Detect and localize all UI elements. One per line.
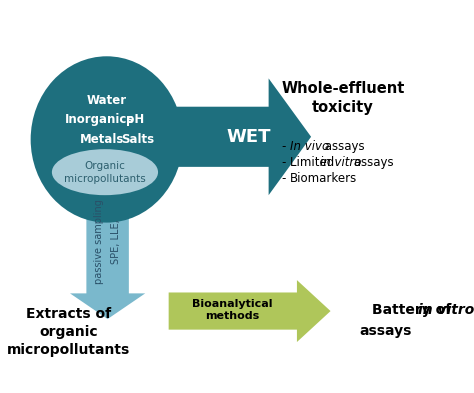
Text: Water: Water [87, 94, 127, 107]
Ellipse shape [52, 149, 158, 195]
Text: assays: assays [359, 323, 411, 338]
Text: Extracts of
organic
micropollutants: Extracts of organic micropollutants [7, 307, 130, 357]
Polygon shape [169, 280, 330, 342]
Text: Salts: Salts [121, 133, 154, 146]
Text: Battery of: Battery of [372, 303, 456, 317]
Text: Organic
micropollutants: Organic micropollutants [64, 161, 146, 184]
Text: SPE, LLE,: SPE, LLE, [110, 220, 120, 264]
Text: assays: assays [321, 140, 365, 153]
Text: Inorganics: Inorganics [65, 114, 134, 127]
Text: pH: pH [126, 114, 144, 127]
Text: Metals: Metals [80, 133, 125, 146]
Text: in vitro: in vitro [418, 303, 474, 317]
Polygon shape [74, 78, 311, 195]
Ellipse shape [31, 56, 183, 222]
Text: in vitro: in vitro [320, 156, 362, 169]
Text: In vivo: In vivo [290, 140, 329, 153]
Text: -: - [281, 140, 285, 153]
Text: WET: WET [226, 128, 271, 146]
Text: Limited: Limited [290, 156, 338, 169]
Text: Biomarkers: Biomarkers [290, 172, 357, 185]
Text: -: - [281, 156, 285, 169]
Text: Whole-effluent
toxicity: Whole-effluent toxicity [281, 81, 405, 115]
Text: passive sampling: passive sampling [94, 200, 104, 285]
Text: Bioanalytical
methods: Bioanalytical methods [192, 299, 273, 321]
Text: assays: assays [350, 156, 393, 169]
Text: -: - [281, 172, 285, 185]
Polygon shape [70, 189, 145, 319]
